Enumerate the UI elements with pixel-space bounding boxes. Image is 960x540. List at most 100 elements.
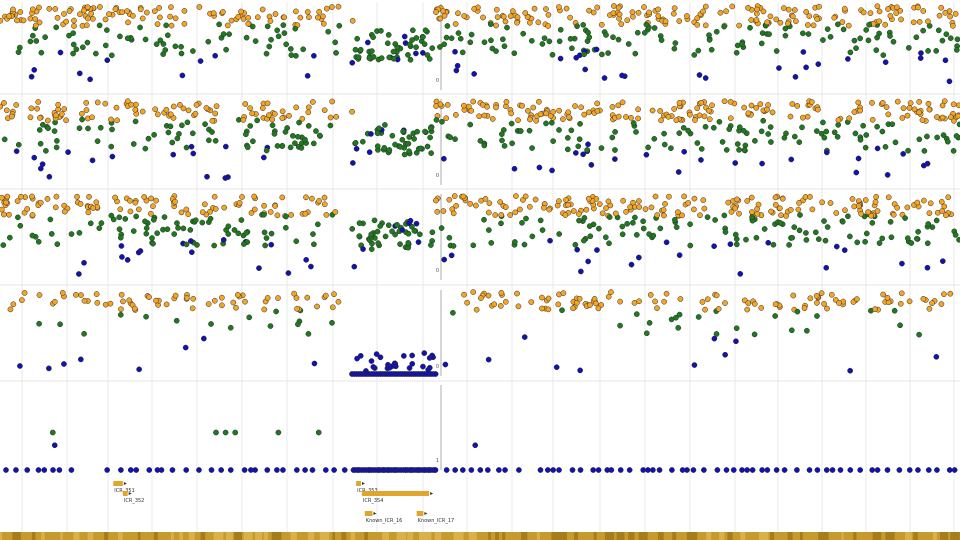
track-3-point: [585, 258, 591, 265]
track-2-point: [661, 130, 667, 137]
track-2-point: [142, 145, 149, 152]
track-4-point: [409, 360, 416, 367]
track-2-point: [34, 105, 40, 112]
track-3-point: [369, 240, 375, 247]
track-1-point: [898, 16, 904, 23]
track-1-point: [574, 23, 580, 30]
track-1-point: [160, 51, 167, 57]
track-5-baseline-point: [690, 467, 697, 473]
track-1-point: [455, 10, 461, 17]
track-1-point: [543, 6, 549, 12]
track-5-baseline-point: [41, 467, 48, 473]
track-1-point: [581, 51, 587, 58]
track-1-point: [624, 17, 631, 24]
track-1-point: [758, 40, 765, 47]
track-1-point: [815, 61, 822, 67]
track-1-point: [54, 14, 61, 21]
track-1-point: [333, 50, 339, 56]
track-1-point: [63, 18, 70, 25]
track-4-point: [801, 305, 808, 312]
track-3-point: [261, 202, 267, 209]
track-1-point: [181, 8, 188, 14]
track-2-point: [174, 135, 181, 142]
track-1-point: [887, 33, 893, 39]
icr-353-bar: [356, 481, 361, 486]
track-5-baseline-point: [50, 467, 56, 473]
track-2-point: [681, 148, 688, 155]
track-3-point: [76, 271, 82, 277]
track-5-baseline-point: [459, 467, 466, 473]
track-2-point: [353, 145, 360, 152]
track-3-point: [268, 230, 275, 237]
track-4-point: [102, 301, 109, 308]
track-4-point: [107, 300, 114, 307]
track-4-point: [314, 303, 320, 310]
track-1-point: [569, 45, 575, 52]
track-2-point: [279, 143, 286, 149]
track-4-point: [663, 290, 670, 297]
track-4-point: [273, 308, 279, 315]
track-1-point: [280, 22, 287, 28]
track-3-point: [583, 206, 590, 213]
track-1-point: [764, 19, 770, 26]
track-4-point: [897, 322, 903, 329]
track-1-point: [31, 67, 38, 73]
track-separators: [0, 93, 960, 382]
track-3-point: [865, 209, 872, 215]
track-2-point: [809, 99, 815, 105]
track-1-point: [556, 4, 562, 10]
track-4-point: [304, 294, 311, 301]
track-3-point: [765, 239, 772, 246]
track-2-point: [879, 128, 886, 135]
track-2-point: [433, 117, 440, 123]
track-3-point: [565, 201, 571, 208]
track-3-point: [486, 200, 493, 207]
track-2-point: [794, 103, 801, 109]
track-2-point: [247, 105, 253, 111]
track-1-point: [164, 32, 171, 39]
track-1-point: [847, 49, 854, 56]
icr-352-strand-arrow: [128, 492, 132, 495]
track-1-point: [890, 38, 897, 45]
track-2-point: [753, 105, 760, 111]
track-5-baseline-point: [590, 467, 597, 473]
track-1-point: [839, 19, 846, 25]
track-1-point: [0, 17, 4, 24]
track-1-point: [887, 13, 894, 19]
track-3-point: [722, 229, 729, 235]
track-3-point: [672, 216, 678, 223]
track-3-point: [586, 223, 593, 229]
ideogram-band: [939, 532, 949, 540]
track-1-point: [407, 56, 414, 63]
track-4-point: [230, 299, 237, 306]
track-1-point: [702, 3, 709, 10]
track-3-point: [29, 232, 36, 239]
track-1-point: [235, 13, 242, 20]
track-3-point: [472, 202, 479, 209]
track-4-point: [275, 295, 281, 301]
track-3-point: [360, 246, 366, 252]
track-3-point: [394, 221, 400, 228]
track-4-point: [329, 304, 336, 311]
track-2-point: [834, 134, 841, 140]
track-1-point: [178, 43, 184, 50]
track-2-point: [851, 109, 858, 115]
track-3-point: [507, 212, 514, 218]
track-1-point: [816, 3, 822, 10]
track-3-point: [847, 233, 853, 240]
track-1-point: [694, 15, 701, 22]
track-3-point: [438, 225, 445, 231]
track-1-point: [14, 17, 20, 24]
track-2-point: [250, 138, 256, 145]
track-1-point: [615, 4, 622, 11]
track-1-point: [71, 17, 77, 24]
track-1-point: [441, 41, 447, 48]
track-3-point: [768, 208, 774, 215]
track-1-point: [834, 21, 841, 28]
track-3-point: [666, 193, 672, 200]
track-5-baseline-point: [749, 467, 756, 473]
track-1-point: [245, 20, 252, 27]
track-1-point: [882, 59, 889, 66]
track-1-point: [137, 24, 143, 31]
track-1-point: [634, 29, 641, 36]
